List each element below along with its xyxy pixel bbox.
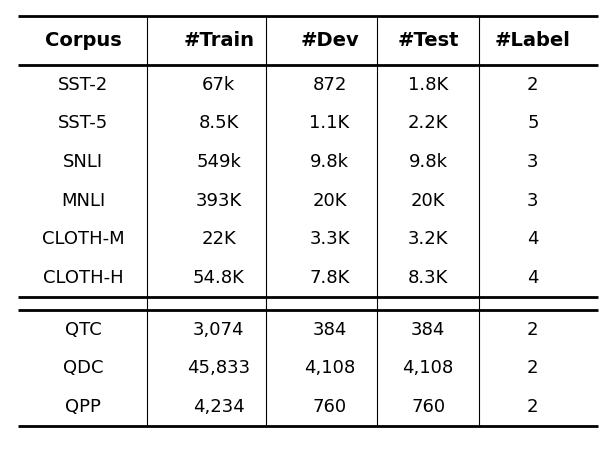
Text: 5: 5 <box>527 114 538 132</box>
Text: 2.2K: 2.2K <box>408 114 448 132</box>
Text: #Test: #Test <box>397 31 459 50</box>
Text: 3: 3 <box>527 192 538 210</box>
Text: CLOTH-M: CLOTH-M <box>42 230 124 248</box>
Text: 3.3K: 3.3K <box>309 230 350 248</box>
Text: 760: 760 <box>312 398 347 416</box>
Text: 8.3K: 8.3K <box>408 269 448 287</box>
Text: 45,833: 45,833 <box>187 359 250 377</box>
Text: SST-5: SST-5 <box>58 114 108 132</box>
Text: 8.5K: 8.5K <box>198 114 239 132</box>
Text: 393K: 393K <box>195 192 242 210</box>
Text: QTC: QTC <box>65 321 102 339</box>
Text: SST-2: SST-2 <box>58 75 108 94</box>
Text: 384: 384 <box>411 321 445 339</box>
Text: 2: 2 <box>527 398 538 416</box>
Text: 2: 2 <box>527 75 538 94</box>
Text: 20K: 20K <box>411 192 445 210</box>
Text: 4,234: 4,234 <box>193 398 245 416</box>
Text: #Label: #Label <box>495 31 571 50</box>
Text: 760: 760 <box>411 398 445 416</box>
Text: 54.8K: 54.8K <box>193 269 245 287</box>
Text: CLOTH-H: CLOTH-H <box>43 269 123 287</box>
Text: Corpus: Corpus <box>45 31 121 50</box>
Text: 4: 4 <box>527 230 538 248</box>
Text: 1.1K: 1.1K <box>309 114 350 132</box>
Text: 7.8K: 7.8K <box>309 269 350 287</box>
Text: 3.2K: 3.2K <box>408 230 448 248</box>
Text: 549k: 549k <box>197 153 241 171</box>
Text: #Dev: #Dev <box>300 31 359 50</box>
Text: MNLI: MNLI <box>61 192 105 210</box>
Text: 3,074: 3,074 <box>193 321 245 339</box>
Text: QPP: QPP <box>65 398 101 416</box>
Text: 4,108: 4,108 <box>402 359 454 377</box>
Text: 20K: 20K <box>312 192 347 210</box>
Text: 1.8K: 1.8K <box>408 75 448 94</box>
Text: 3: 3 <box>527 153 538 171</box>
Text: 384: 384 <box>312 321 347 339</box>
Text: 4,108: 4,108 <box>304 359 355 377</box>
Text: 4: 4 <box>527 269 538 287</box>
Text: QDC: QDC <box>63 359 103 377</box>
Text: 872: 872 <box>312 75 347 94</box>
Text: 67k: 67k <box>202 75 235 94</box>
Text: 2: 2 <box>527 321 538 339</box>
Text: 2: 2 <box>527 359 538 377</box>
Text: #Train: #Train <box>183 31 254 50</box>
Text: SNLI: SNLI <box>63 153 103 171</box>
Text: 9.8k: 9.8k <box>310 153 349 171</box>
Text: 9.8k: 9.8k <box>408 153 448 171</box>
Text: 22K: 22K <box>201 230 236 248</box>
